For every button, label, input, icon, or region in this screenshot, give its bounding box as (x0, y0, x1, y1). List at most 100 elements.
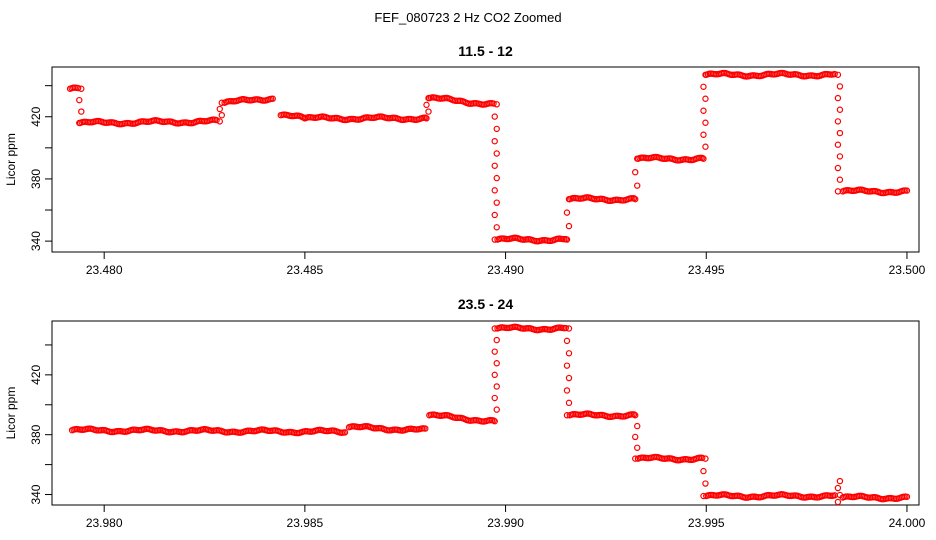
x-tick-label: 23.480 (86, 263, 123, 277)
data-point (634, 182, 641, 189)
x-tick-label: 23.495 (688, 263, 725, 277)
data-point (702, 143, 709, 150)
data-point (834, 94, 842, 102)
data-point (213, 116, 220, 124)
data-point (634, 444, 641, 451)
data-point (634, 155, 641, 162)
panel-title: 11.5 - 12 (458, 43, 513, 59)
data-point (493, 406, 500, 413)
data-point (563, 362, 571, 369)
data-point (493, 150, 500, 157)
data-point (834, 141, 842, 148)
data-point (700, 107, 707, 114)
data-point (490, 100, 497, 107)
data-point (493, 336, 500, 344)
data-point (491, 418, 498, 425)
x-tick-label: 23.990 (487, 516, 524, 530)
x-tick-label: 24.000 (889, 516, 926, 530)
data-point (702, 95, 709, 102)
data-point (836, 477, 844, 485)
data-point (834, 188, 842, 195)
data-point (565, 399, 573, 407)
data-point (491, 325, 498, 332)
x-tick-label: 23.500 (889, 263, 926, 277)
data-series (66, 69, 911, 245)
y-tick-label: 380 (29, 424, 43, 444)
data-point (269, 95, 276, 102)
data-point (422, 425, 429, 432)
data-point (563, 209, 571, 216)
data-point (836, 129, 844, 137)
data-point (491, 371, 498, 379)
data-point (702, 119, 709, 126)
data-point (76, 96, 83, 104)
data-point (834, 71, 842, 78)
data-point (700, 492, 707, 500)
data-point (834, 484, 842, 492)
data-point (216, 105, 223, 113)
data-point (425, 108, 432, 115)
data-point (836, 153, 844, 160)
data-point (563, 387, 571, 394)
data-point (491, 211, 498, 219)
panel-2: 23.5 - 24 23.980 23.985 23.990 23.995 24.000 3… (4, 296, 926, 530)
data-point (702, 455, 709, 462)
data-point (491, 137, 498, 145)
data-point (491, 236, 498, 243)
data-point (831, 70, 838, 78)
data-point (423, 101, 430, 109)
data-point (563, 236, 571, 243)
data-point (493, 174, 500, 182)
data-point (563, 412, 571, 419)
data-point (834, 498, 842, 506)
data-point (836, 83, 844, 90)
data-point (702, 71, 709, 78)
y-tick-label: 380 (29, 169, 43, 189)
data-point (700, 83, 707, 90)
panel-title: 23.5 - 24 (458, 296, 513, 312)
data-point (700, 467, 707, 475)
plot-frame (51, 66, 920, 253)
data-point (699, 454, 706, 462)
data-point (218, 111, 225, 119)
data-point (702, 480, 709, 487)
data-point (903, 493, 911, 500)
data-point (632, 168, 639, 176)
data-point (78, 108, 85, 115)
x-tick-label: 23.985 (287, 516, 324, 530)
x-tick-label: 23.490 (487, 263, 524, 277)
x-tick-label: 23.485 (287, 263, 324, 277)
data-point (700, 131, 707, 138)
data-point (76, 119, 83, 127)
y-tick-label: 340 (29, 231, 43, 251)
data-point (563, 337, 571, 345)
y-tick-label: 420 (29, 106, 43, 126)
x-tick-label: 23.980 (86, 516, 123, 530)
data-point (700, 155, 707, 162)
data-point (491, 394, 498, 402)
data-point (493, 101, 500, 108)
data-point (493, 360, 500, 367)
panel-1: 11.5 - 12 23.480 23.485 23.490 23.495 23.500 3… (4, 43, 926, 277)
data-point (634, 422, 641, 430)
data-point (493, 125, 500, 133)
data-point (425, 94, 432, 102)
data-point (493, 383, 500, 390)
y-axis-label: Licor ppm (4, 133, 18, 186)
y-axis-label: Licor ppm (4, 387, 18, 440)
y-tick-label: 420 (29, 365, 43, 385)
data-point (493, 199, 500, 206)
data-point (423, 115, 430, 122)
data-point (565, 195, 573, 203)
data-point (491, 187, 498, 194)
data-point (834, 118, 842, 125)
data-point (216, 118, 223, 125)
figure-title: FEF_080723 2 Hz CO2 Zoomed (374, 10, 561, 25)
data-point (341, 429, 349, 436)
data-point (562, 324, 569, 332)
data-series (68, 323, 911, 506)
data-point (632, 412, 639, 419)
plot-frame (51, 320, 920, 506)
y-tick-label: 340 (29, 484, 43, 504)
